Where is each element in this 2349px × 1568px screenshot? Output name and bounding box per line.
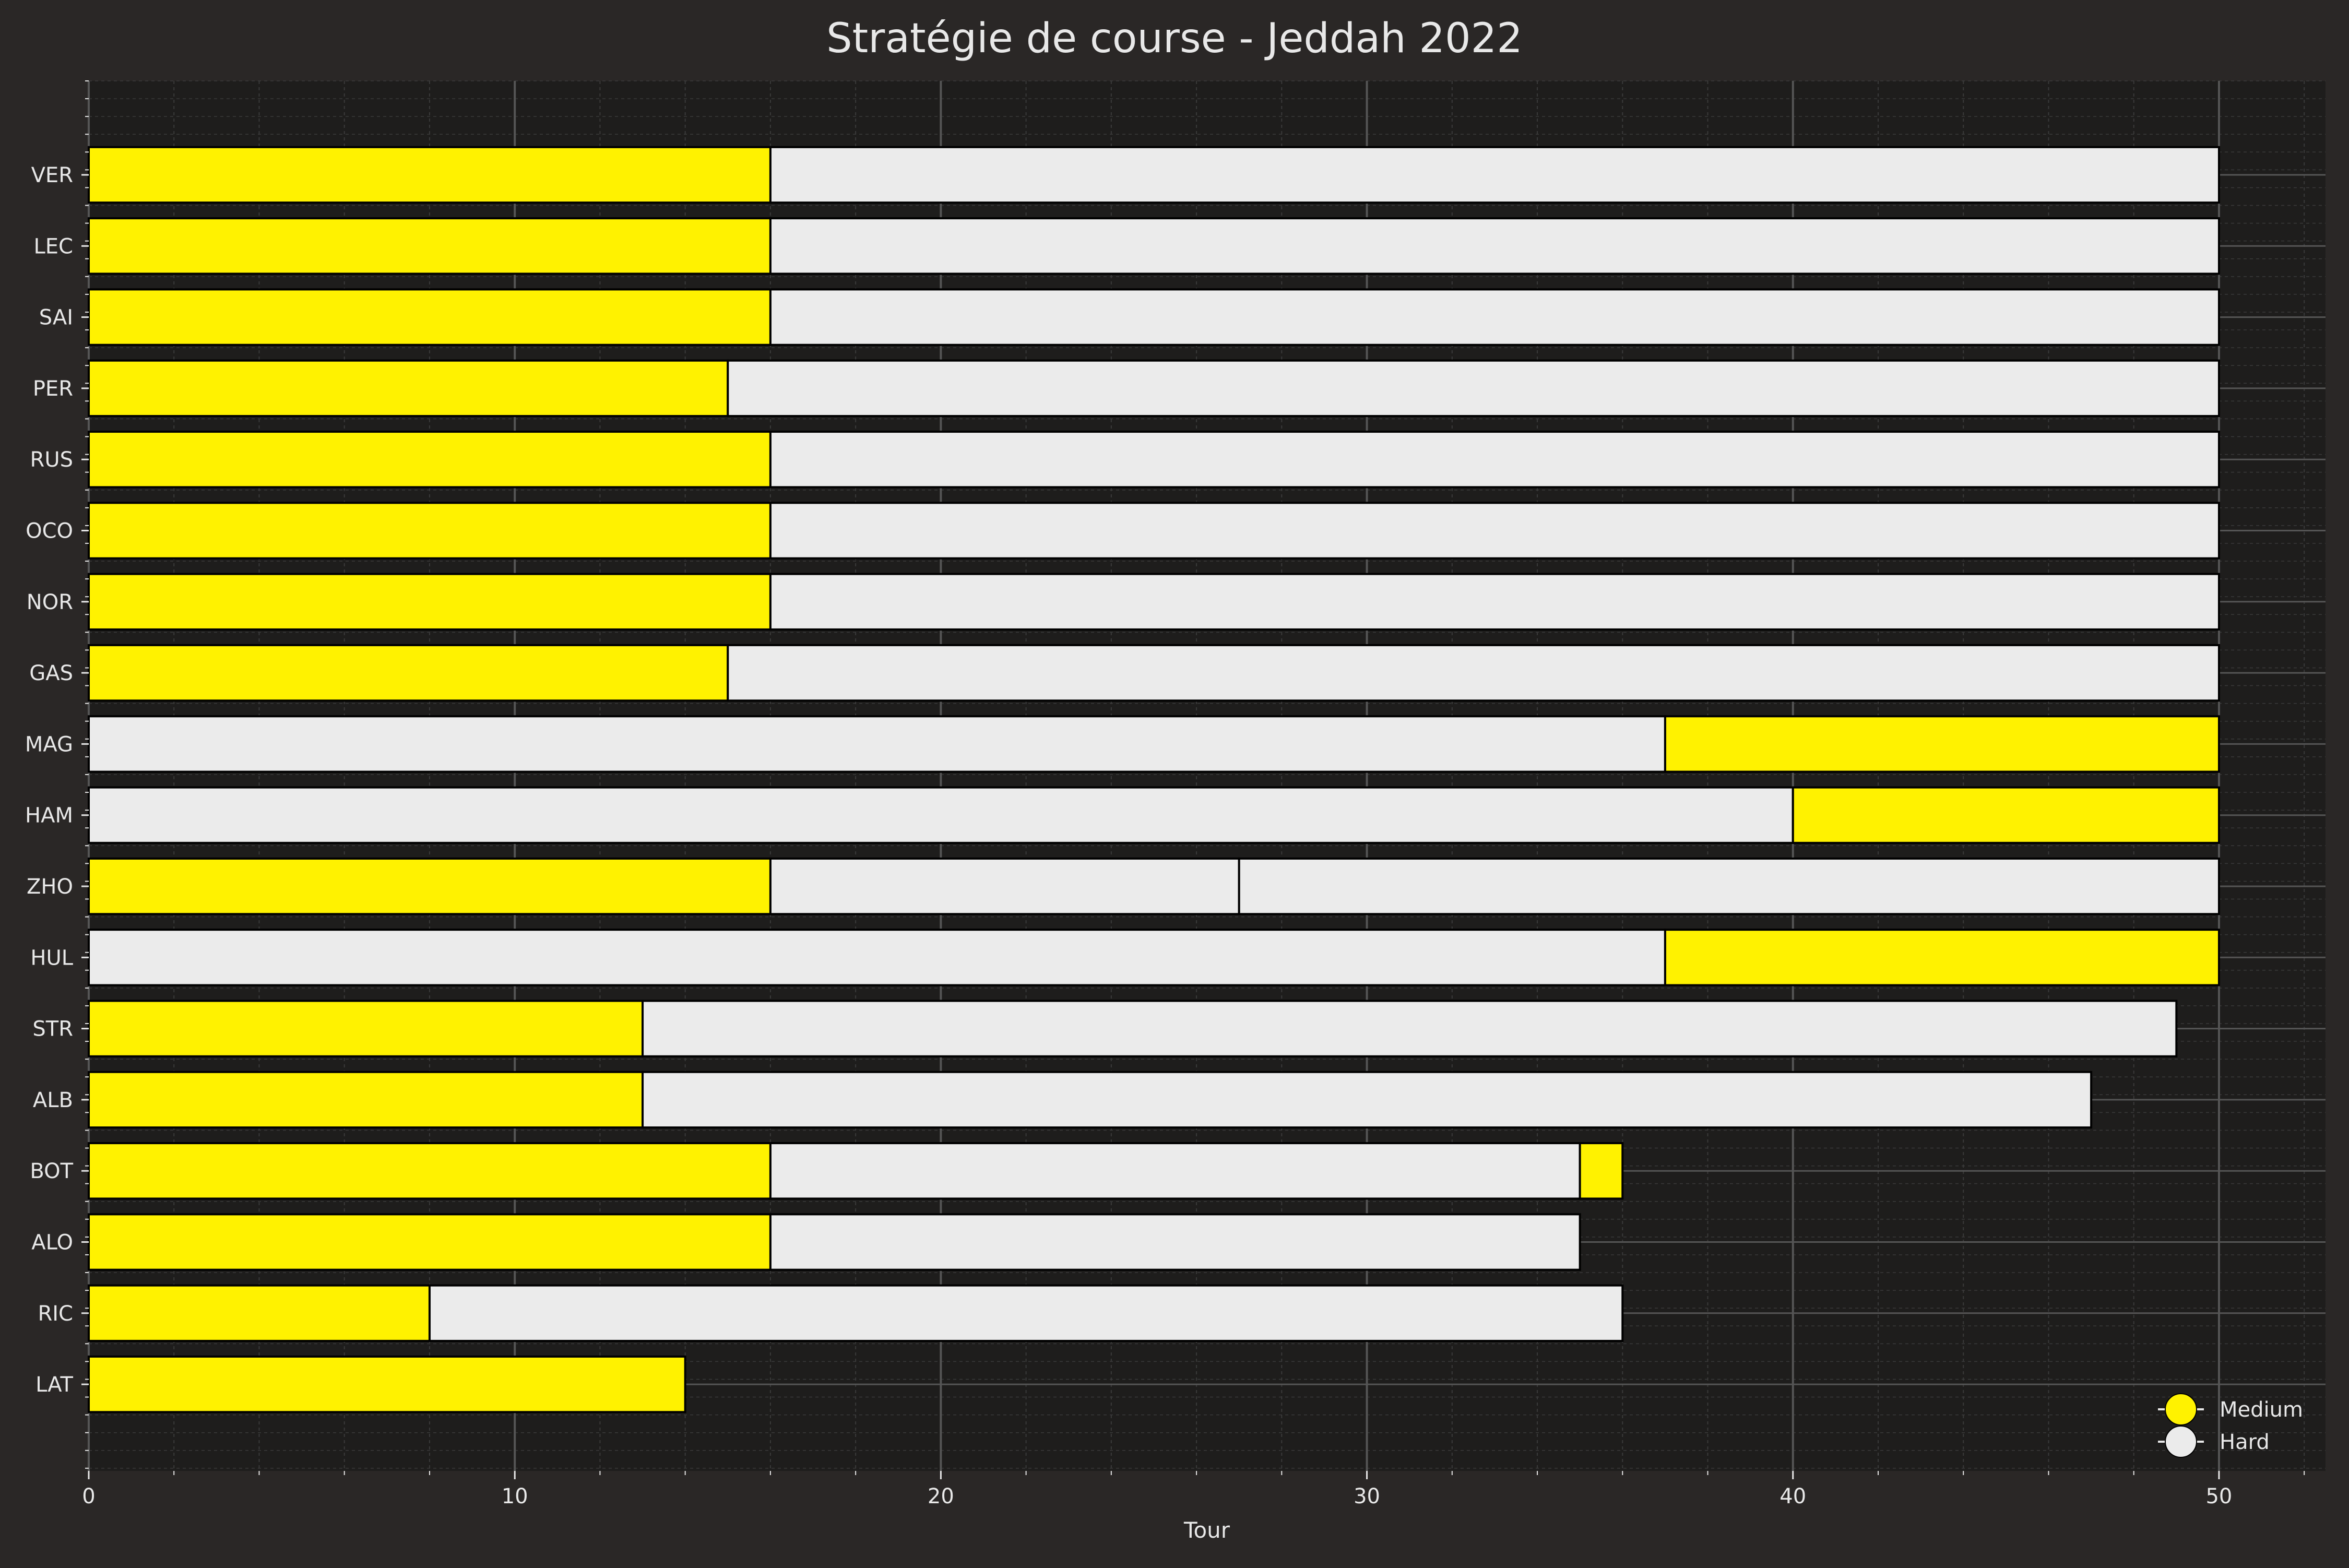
- stint-bar-zho: [1238, 857, 2220, 916]
- y-tick-label: OCO: [26, 519, 73, 543]
- y-tick-label: RIC: [38, 1302, 73, 1326]
- stint-bar-hul: [1664, 929, 2220, 987]
- stint-bar-ham: [88, 786, 1794, 844]
- stint-bar-str: [88, 1000, 644, 1058]
- stint-bar-str: [642, 1000, 2178, 1058]
- stint-bar-zho: [769, 857, 1240, 916]
- stint-bar-bot: [1579, 1142, 1624, 1200]
- y-tick-label: HUL: [30, 946, 73, 970]
- stint-bar-mag: [88, 715, 1666, 773]
- stint-bar-alo: [88, 1213, 772, 1271]
- stint-bar-alb: [642, 1071, 2093, 1129]
- stint-bar-gas: [88, 644, 729, 702]
- stint-bar-ric: [428, 1284, 1624, 1342]
- legend-marker-hard: [2165, 1426, 2197, 1458]
- legend-marker-medium: [2165, 1393, 2197, 1426]
- stint-bar-ric: [88, 1284, 431, 1342]
- y-tick-label: ALO: [31, 1231, 73, 1255]
- stint-bar-alb: [88, 1071, 644, 1129]
- x-tick-label: 0: [82, 1484, 95, 1508]
- stint-bar-sai: [88, 288, 772, 346]
- stint-bar-zho: [88, 857, 772, 916]
- stint-bar-nor: [88, 573, 772, 631]
- y-tick-label: LEC: [34, 234, 74, 258]
- x-axis: 0 10 20 30 40 50: [82, 1471, 2305, 1508]
- stint-bar-bot: [88, 1142, 772, 1200]
- y-tick-label: VER: [31, 163, 73, 187]
- y-tick-label: LAT: [35, 1373, 73, 1397]
- stint-bar-mag: [1664, 715, 2220, 773]
- stint-bar-oco: [88, 502, 772, 560]
- x-tick-label: 50: [2205, 1484, 2232, 1508]
- stint-bar-per: [88, 359, 729, 418]
- stint-bar-rus: [88, 431, 772, 489]
- stint-bar-rus: [769, 431, 2220, 489]
- stint-bar-ham: [1792, 786, 2220, 844]
- y-tick-label: ALB: [33, 1088, 73, 1112]
- y-axis: VER LEC SAI PER RUS OCO NOR GAS MAG HAM ZHO HUL STR A…: [25, 80, 89, 1469]
- x-tick-label: 10: [502, 1484, 528, 1508]
- stint-bar-lat: [88, 1355, 686, 1413]
- stint-bar-gas: [727, 644, 2220, 702]
- y-tick-label: HAM: [25, 804, 73, 828]
- y-tick-label: PER: [33, 377, 73, 401]
- legend-label-hard: Hard: [2220, 1430, 2270, 1454]
- stint-bar-ver: [88, 146, 772, 204]
- stint-bar-lec: [769, 217, 2220, 275]
- y-tick-label: MAG: [25, 732, 73, 756]
- stint-bar-sai: [769, 288, 2220, 346]
- stint-bar-oco: [769, 502, 2220, 560]
- x-tick-label: 30: [1354, 1484, 1380, 1508]
- stint-bar-ver: [769, 146, 2220, 204]
- stint-bar-nor: [769, 573, 2220, 631]
- stint-bar-lec: [88, 217, 772, 275]
- y-tick-label: SAI: [39, 306, 73, 330]
- x-axis-label: Tour: [1183, 1517, 1230, 1543]
- stint-bar-hul: [88, 929, 1666, 987]
- y-tick-label: RUS: [30, 448, 73, 472]
- chart-title: Stratégie de course - Jeddah 2022: [826, 15, 1523, 62]
- x-tick-label: 40: [1779, 1484, 1806, 1508]
- stint-bar-bot: [769, 1142, 1581, 1200]
- y-tick-label: NOR: [27, 590, 73, 614]
- y-tick-label: STR: [32, 1017, 73, 1041]
- legend: Medium Hard: [2158, 1393, 2303, 1458]
- y-tick-label: GAS: [29, 661, 73, 685]
- x-tick-label: 20: [928, 1484, 954, 1508]
- y-tick-label: BOT: [30, 1159, 73, 1183]
- y-tick-label: ZHO: [27, 875, 73, 899]
- legend-label-medium: Medium: [2220, 1398, 2303, 1422]
- bars-layer: [88, 146, 2220, 1413]
- stint-bar-per: [727, 359, 2220, 418]
- stint-bar-alo: [769, 1213, 1581, 1271]
